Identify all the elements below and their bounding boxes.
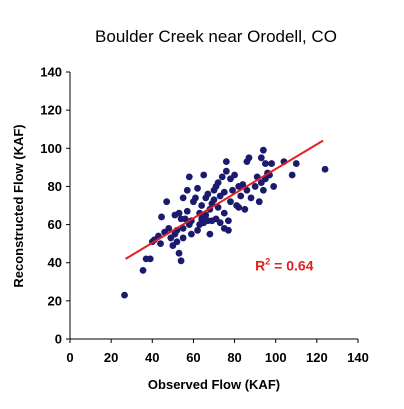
data-point [165, 224, 173, 232]
data-point [220, 209, 228, 217]
data-point [225, 226, 232, 234]
x-ticks: 0 20 40 60 80 100 120 140 [66, 339, 369, 365]
data-point [202, 211, 210, 219]
y-axis-label: Reconstructed Flow (KAF) [11, 124, 26, 287]
x-tick-label: 0 [66, 350, 73, 365]
data-point [175, 209, 183, 217]
data-point [216, 219, 224, 227]
y-tick-label: 140 [40, 65, 62, 80]
data-point [183, 186, 191, 194]
data-point [179, 194, 187, 202]
y-tick-label: 0 [55, 332, 62, 347]
y-tick-label: 20 [48, 293, 62, 308]
data-point [214, 204, 222, 211]
data-point [241, 205, 249, 213]
data-point [194, 226, 201, 234]
data-point [192, 194, 199, 202]
x-axis-label: Observed Flow (KAF) [148, 377, 280, 392]
data-point [204, 190, 212, 198]
data-point [146, 255, 154, 263]
data-point [177, 257, 185, 265]
data-point [179, 234, 187, 242]
data-points [121, 146, 329, 299]
r-squared-symbol: R [255, 257, 265, 273]
data-point [229, 186, 236, 194]
y-tick-label: 40 [48, 255, 62, 270]
data-point [268, 160, 275, 167]
data-point [237, 192, 245, 200]
trendline [125, 139, 324, 260]
data-point [173, 238, 181, 246]
data-point [243, 186, 251, 194]
x-tick-label: 80 [227, 350, 241, 365]
data-point [288, 171, 296, 179]
x-tick-label: 60 [186, 350, 200, 365]
data-point [206, 230, 214, 238]
data-point [270, 183, 278, 190]
data-point [163, 198, 171, 206]
data-point [321, 165, 329, 173]
data-point [218, 173, 226, 181]
data-point [259, 186, 267, 194]
data-point [222, 158, 230, 166]
r-squared-annotation: R2 = 0.64 [255, 256, 314, 273]
data-point [183, 207, 191, 215]
data-point [222, 167, 230, 175]
data-point [139, 266, 147, 274]
data-point [257, 154, 265, 162]
data-point [121, 291, 128, 299]
data-point [227, 198, 234, 206]
y-ticks: 0 20 40 60 80 100 120 140 [40, 65, 70, 347]
data-point [255, 198, 263, 206]
x-tick-label: 120 [306, 350, 328, 365]
y-tick-label: 80 [48, 179, 62, 194]
x-tick-label: 20 [104, 350, 118, 365]
data-point [262, 160, 269, 167]
x-tick-label: 140 [347, 350, 369, 365]
r-squared-superscript: 2 [265, 256, 270, 266]
data-point [251, 183, 259, 190]
plot-area: 0 20 40 60 80 100 120 140 0 20 40 60 80 100 120 140 R2… [40, 65, 369, 366]
data-point [175, 249, 183, 257]
y-tick-label: 120 [40, 103, 62, 118]
data-point [220, 188, 228, 196]
r-squared-value: = 0.64 [270, 257, 313, 273]
data-point [181, 215, 189, 223]
data-point [198, 202, 206, 209]
chart-title: Boulder Creek near Orodell, CO [95, 27, 337, 46]
data-point [157, 240, 164, 248]
x-tick-label: 40 [145, 350, 159, 365]
data-point [187, 230, 195, 238]
data-point [179, 224, 187, 232]
data-point [194, 184, 201, 192]
y-tick-label: 60 [48, 217, 62, 232]
data-point [214, 179, 222, 187]
data-point [247, 194, 255, 202]
data-point [210, 196, 218, 204]
y-tick-label: 100 [40, 141, 62, 156]
data-point [259, 146, 267, 154]
data-point [200, 171, 208, 179]
data-point [245, 154, 253, 162]
data-point [185, 173, 193, 181]
data-point [235, 204, 243, 211]
x-tick-label: 100 [265, 350, 287, 365]
data-point [225, 217, 232, 225]
data-point [231, 171, 238, 179]
data-point [292, 160, 300, 167]
data-point [158, 213, 165, 221]
data-point [239, 181, 247, 188]
